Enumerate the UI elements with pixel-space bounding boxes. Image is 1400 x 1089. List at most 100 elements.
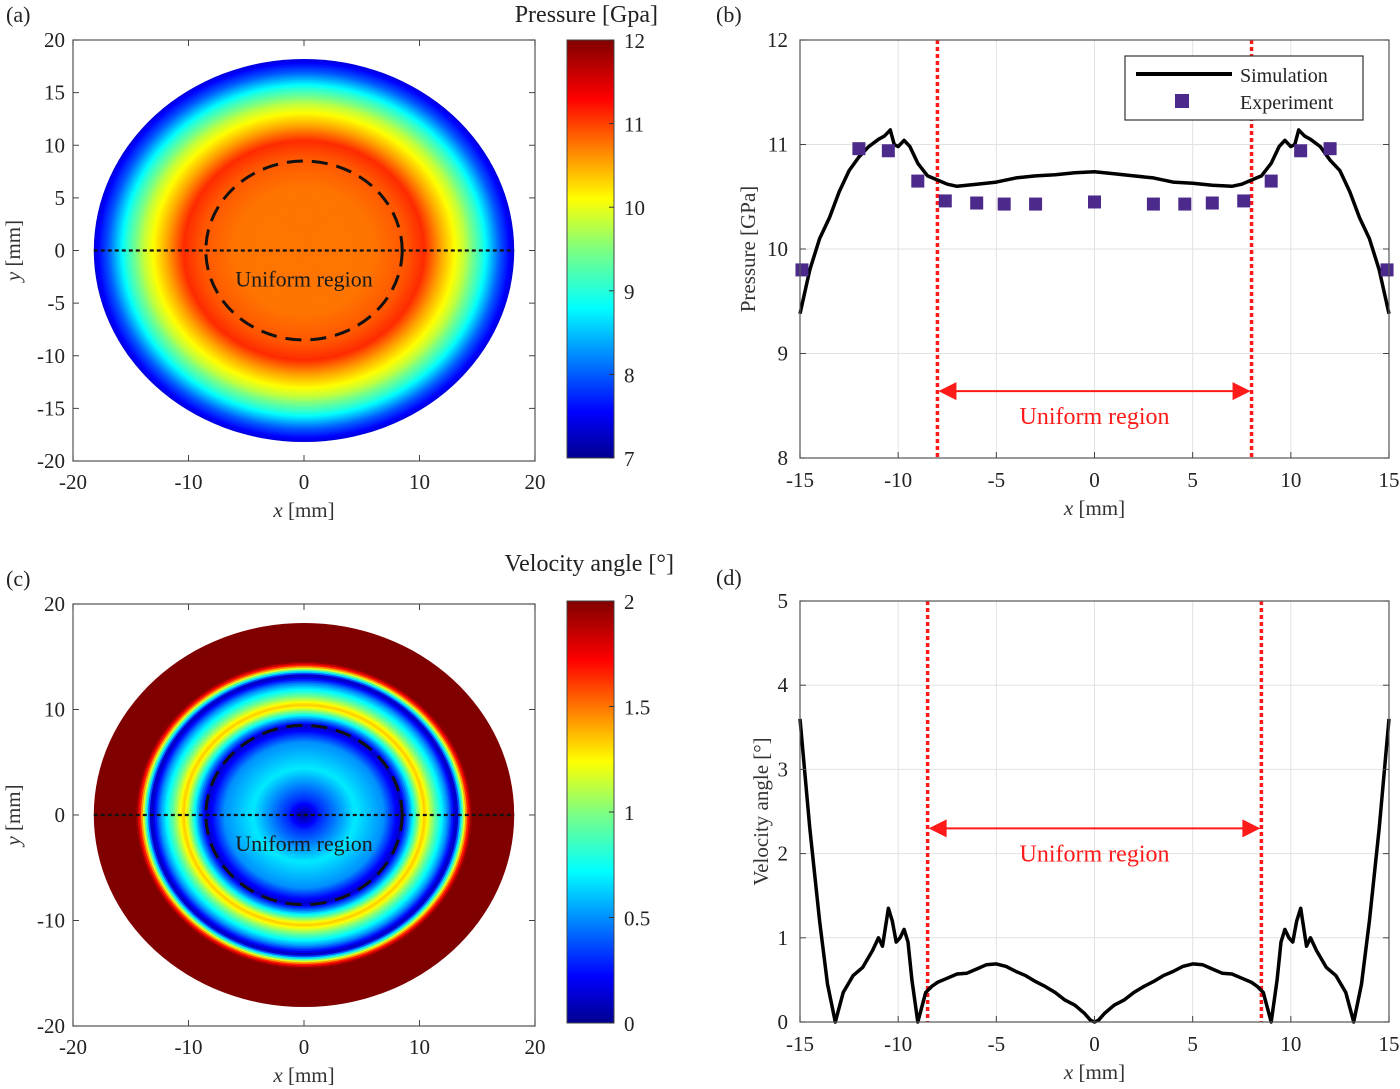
uniform-region-label: Uniform region	[1020, 841, 1170, 867]
y-axis-label: y [mm]	[1, 784, 25, 847]
y-tick-label: 9	[778, 342, 789, 366]
colorbar-ticks-velocity: 2 1.5 1 0.5 0	[609, 590, 650, 1036]
y-tick-label: 0	[55, 803, 66, 827]
experiment-marker	[1205, 196, 1219, 210]
colorbar-velocity	[566, 600, 615, 1024]
y-tick-label: 10	[44, 698, 65, 722]
velocity-field: Uniform region	[93, 622, 515, 1008]
colorbar-title-velocity: Velocity angle [°]	[504, 551, 674, 577]
panel-label-b: (b)	[716, 2, 742, 27]
axes-b: -15 -10 -5 0 5 10 15 12 11 10 9 8 x [mm] Pressure [GP…	[736, 28, 1400, 520]
y-tick-label: 15	[44, 81, 65, 105]
colorbar-tick-label: 1	[624, 801, 635, 825]
experiment-marker	[1029, 197, 1043, 211]
experiment-marker	[1146, 197, 1160, 211]
experiment-marker	[852, 142, 866, 156]
colorbar-tick-label: 11	[624, 113, 644, 137]
y-tick-label: 4	[778, 673, 789, 697]
axes-a: -20 -10 0 10 20 20 15 10 5 0 -5 -10 -15 -20 x [mm] y [m…	[1, 28, 546, 522]
experiment-marker	[1178, 197, 1192, 211]
x-tick-label: 15	[1379, 468, 1400, 492]
x-tick-label: -10	[884, 1032, 912, 1056]
y-tick-label: 5	[778, 589, 789, 613]
arrow-head-left	[938, 382, 957, 401]
experiment-marker	[1380, 263, 1394, 277]
x-tick-label: -15	[786, 1032, 814, 1056]
y-tick-label: 20	[44, 28, 65, 52]
x-tick-label: 0	[1089, 1032, 1100, 1056]
x-tick-label: 0	[1089, 468, 1100, 492]
x-tick-label: 10	[409, 1035, 430, 1059]
y-axis-label: Pressure [GPa]	[736, 186, 760, 313]
y-tick-label: 0	[55, 239, 66, 263]
experiment-marker	[1088, 195, 1101, 209]
experiment-marker	[938, 194, 952, 208]
colorbar-tick-label: 12	[624, 29, 645, 53]
x-axis-label: x [mm]	[1063, 1060, 1125, 1084]
arrow-head-right	[1232, 382, 1251, 401]
x-tick-label: 15	[1379, 1032, 1400, 1056]
series-line-simulation	[798, 128, 1391, 315]
x-tick-label: 20	[525, 470, 546, 494]
legend-box	[1124, 55, 1364, 121]
uniform-region-label: Uniform region	[1020, 404, 1170, 430]
colorbar-tick-label: 9	[624, 280, 635, 304]
experiment-marker	[1323, 142, 1337, 156]
x-axis-label: x [mm]	[1063, 496, 1125, 520]
x-tick-label: -5	[988, 468, 1006, 492]
panel-label-a: (a)	[6, 2, 30, 27]
x-tick-label: -20	[59, 1035, 87, 1059]
x-tick-label: -15	[786, 468, 814, 492]
pressure-field: Uniform region	[93, 58, 515, 443]
y-tick-label: 10	[767, 237, 788, 261]
experiment-marker	[1264, 174, 1278, 188]
x-tick-label: 10	[409, 470, 430, 494]
experiment-marker	[795, 263, 809, 277]
y-tick-label: 1	[778, 926, 789, 950]
experiment-marker	[1294, 144, 1308, 158]
x-tick-label: 10	[1280, 1032, 1301, 1056]
y-tick-label: 8	[778, 446, 789, 470]
experiment-marker	[997, 197, 1011, 211]
axes-c: -20 -10 0 10 20 20 10 0 -10 -20 x [mm] y [mm]	[1, 592, 546, 1087]
uniform-region-label: Uniform region	[235, 831, 372, 856]
x-tick-label: -20	[59, 470, 87, 494]
arrow-head-right	[1242, 819, 1261, 838]
colorbar-tick-label: 8	[624, 363, 635, 387]
experiment-marker	[881, 144, 895, 158]
y-tick-label: -15	[37, 396, 65, 420]
colorbar-title-pressure: Pressure [Gpa]	[515, 2, 658, 28]
y-tick-label: 2	[778, 842, 789, 866]
x-tick-label: 0	[299, 470, 310, 494]
uniform-region-label: Uniform region	[235, 267, 372, 292]
y-axis-label: Velocity angle [°]	[749, 737, 773, 885]
x-tick-label: -10	[884, 468, 912, 492]
colorbar-tick-label: 7	[624, 447, 635, 471]
experiment-marker	[911, 174, 925, 188]
plot-b: Uniform region	[795, 40, 1394, 458]
y-axis-label: y [mm]	[1, 220, 25, 283]
x-tick-label: 0	[299, 1035, 310, 1059]
experiment-marker	[1237, 194, 1251, 208]
x-tick-label: 5	[1187, 468, 1198, 492]
colorbar-tick-label: 1.5	[624, 696, 650, 720]
y-tick-label: -5	[48, 291, 66, 315]
x-axis-label: x [mm]	[272, 1063, 334, 1087]
y-tick-label: 5	[55, 186, 66, 210]
legend: Simulation Experiment	[1124, 55, 1364, 121]
colorbar-tick-label: 2	[624, 590, 635, 614]
legend-experiment-marker	[1175, 94, 1189, 108]
y-tick-label: -20	[37, 1014, 65, 1038]
x-tick-label: 5	[1187, 1032, 1198, 1056]
y-tick-label: -10	[37, 909, 65, 933]
arrow-head-left	[928, 819, 947, 838]
legend-simulation-label: Simulation	[1240, 65, 1328, 87]
colorbar-tick-label: 0.5	[624, 907, 650, 931]
y-tick-label: -20	[37, 449, 65, 473]
grid-d	[799, 600, 1390, 1023]
y-tick-label: 0	[778, 1010, 789, 1034]
